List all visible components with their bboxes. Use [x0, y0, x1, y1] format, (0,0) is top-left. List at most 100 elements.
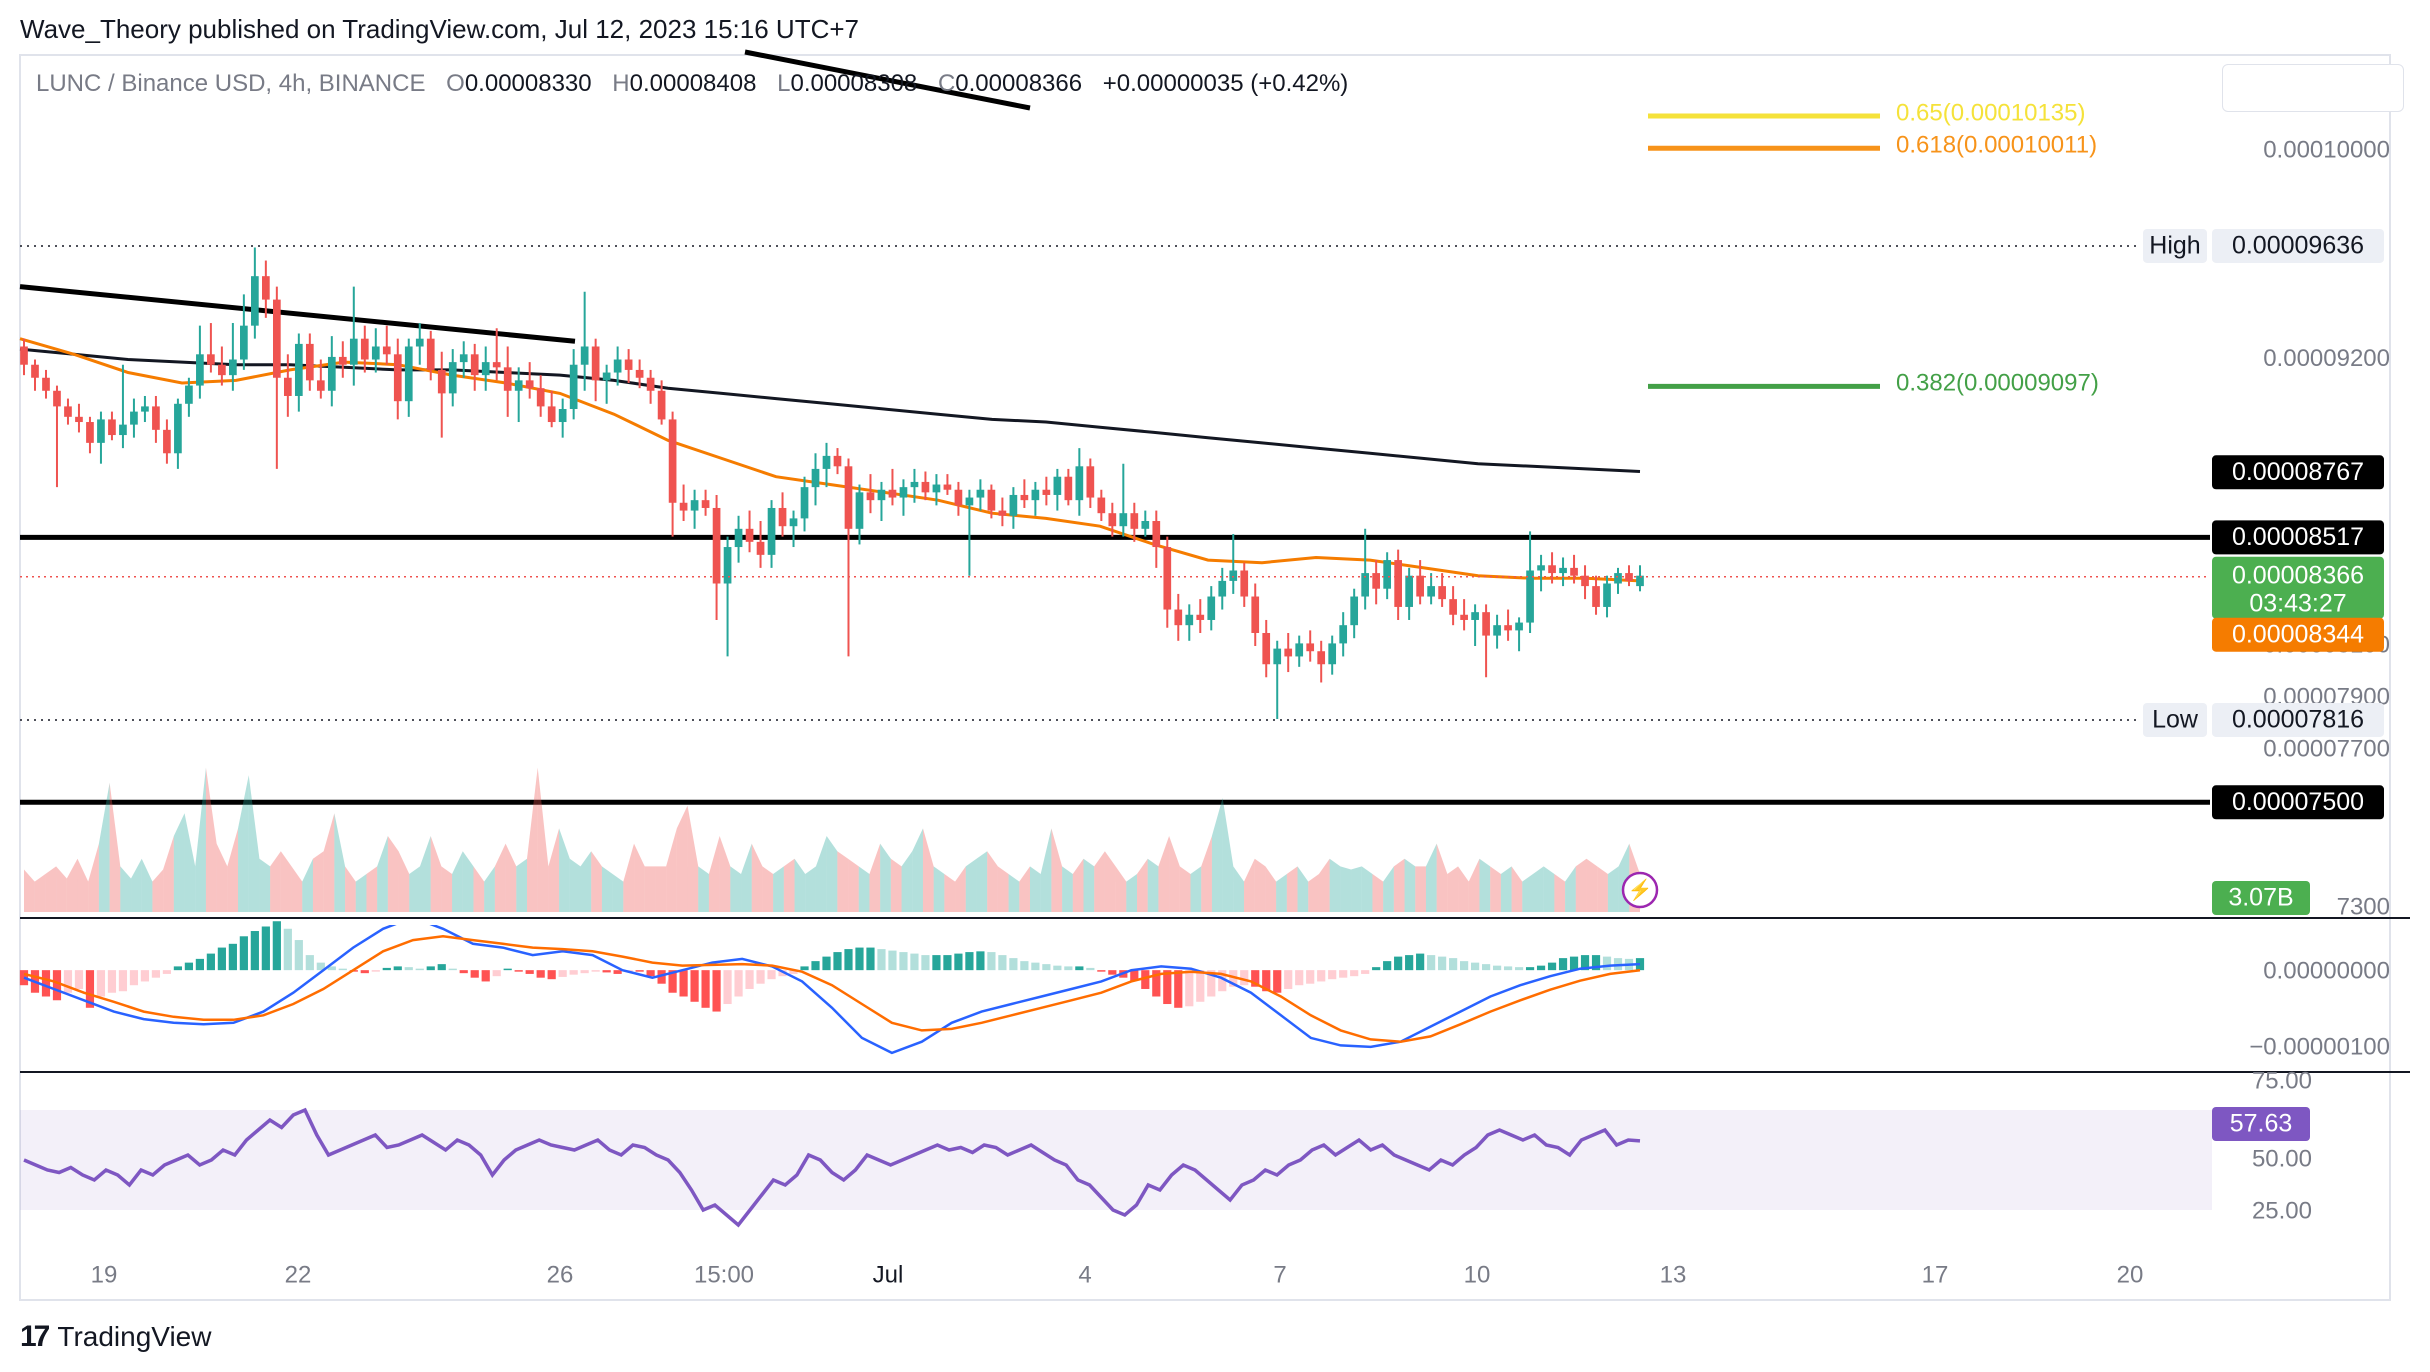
low-label-bg [2143, 702, 2207, 737]
candle [1482, 604, 1490, 678]
volume-area-segment [1137, 858, 1148, 912]
candle [119, 364, 127, 449]
macd-histogram-bar [943, 955, 952, 971]
candle [130, 398, 138, 438]
volume-area-segment [741, 843, 752, 912]
candle-body [1130, 513, 1139, 529]
candle [910, 468, 919, 503]
candle-body [349, 338, 358, 365]
volume-area-segment [302, 858, 313, 912]
candle-body [1372, 573, 1381, 589]
candle-body [690, 500, 699, 511]
candle-body [921, 481, 930, 493]
candle-body [262, 276, 270, 300]
candle-body [1262, 632, 1271, 665]
macd-histogram-bar [1427, 955, 1436, 971]
macd-histogram-bar [1196, 970, 1205, 1002]
candle-body [646, 377, 655, 391]
high-label: H [612, 70, 630, 97]
macd-histogram-bar [96, 970, 106, 997]
macd-histogram-bar [316, 962, 325, 971]
candle [1636, 565, 1644, 592]
volume-area-segment [355, 874, 367, 912]
top-right-control[interactable] [2222, 64, 2404, 112]
tradingview-logo: 17 TradingView [20, 1320, 211, 1354]
candle-body [723, 547, 732, 584]
volume-area-segment [976, 851, 988, 912]
close-label: C [937, 70, 956, 97]
candle [943, 474, 952, 495]
candle-body [1592, 586, 1600, 607]
macd-histogram-bar [173, 966, 182, 971]
candle-body [382, 346, 391, 355]
macd-histogram-bar [1328, 970, 1337, 980]
volume-area-segment [1211, 798, 1223, 912]
volume-area-segment [334, 813, 346, 912]
time-axis-tick: Jul [873, 1261, 904, 1288]
macd-histogram-bar [822, 956, 831, 971]
candle-body [833, 455, 842, 467]
candle-body [1273, 648, 1282, 665]
level-price-tag: 0.00007500 [2212, 785, 2384, 820]
candle-body [1537, 565, 1545, 571]
volume-area-segment [869, 843, 881, 912]
candle [481, 346, 490, 391]
level-price-tag-bg [2212, 785, 2384, 820]
high-value-tag-text: 0.00009636 [2232, 232, 2364, 260]
candle [954, 481, 963, 516]
candle [558, 398, 567, 438]
high-label-text: High [2149, 232, 2200, 260]
candle-body [1009, 494, 1018, 516]
candle [1603, 575, 1611, 618]
candle-body [844, 466, 853, 529]
volume-area-segment [1008, 874, 1020, 912]
candle-body [580, 346, 589, 365]
volume-area-segment [997, 866, 1009, 912]
candle-body [899, 487, 908, 498]
volume-area-segment [965, 858, 977, 912]
candle [745, 510, 754, 553]
macd-histogram-bar [1383, 961, 1392, 971]
volume-area-segment [77, 858, 89, 912]
candle [778, 492, 787, 537]
volume-area-segment [291, 866, 303, 912]
candle-body [86, 422, 94, 443]
volume-area-segment [1458, 866, 1469, 912]
candle-body [976, 489, 985, 498]
candle-body [668, 419, 677, 503]
candle [646, 369, 655, 404]
volume-area-segment [387, 836, 399, 912]
volume-area-segment [901, 851, 913, 912]
last-price-bg [2212, 556, 2384, 619]
candle [1328, 635, 1337, 675]
candle [196, 325, 204, 399]
candle-body [1207, 596, 1216, 620]
macd-histogram-bar [1108, 970, 1117, 975]
candle-body [1108, 513, 1117, 527]
candle [921, 471, 930, 501]
volume-area-segment [944, 874, 956, 912]
macd-histogram-bar [1405, 955, 1414, 971]
trendline-descending [19, 284, 576, 344]
volume-area-segment [227, 828, 239, 912]
candle [327, 336, 336, 407]
candle-body [437, 369, 446, 394]
candle-body [1526, 570, 1534, 623]
candle [20, 338, 28, 376]
candle-body [207, 354, 215, 365]
level-price-tag: 0.00008767 [2212, 455, 2384, 490]
volume-area-segment [452, 851, 463, 912]
volume-area-segment [644, 866, 656, 912]
candle [1174, 593, 1183, 641]
volume-area-segment [280, 851, 292, 912]
candle-body [1339, 625, 1348, 644]
volume-area-segment [409, 866, 420, 912]
candle [789, 510, 798, 548]
macd-histogram-bar [536, 970, 545, 978]
candle-body [965, 497, 974, 506]
candle [1218, 567, 1227, 610]
candle [1108, 502, 1117, 537]
volume-area-segment [1158, 836, 1170, 912]
volume-area-segment [1351, 866, 1362, 912]
